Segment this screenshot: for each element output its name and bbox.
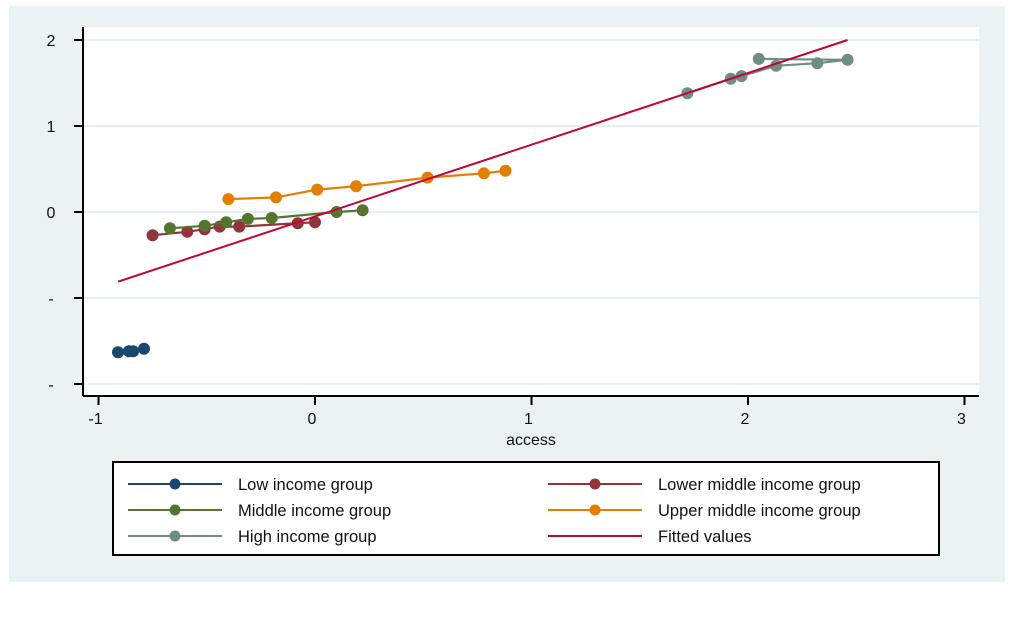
legend-label: Fitted values [658, 528, 752, 546]
series-fitted-values [117, 39, 848, 283]
gridlines [84, 39, 979, 385]
legend-item-high-income-group: High income group [128, 528, 377, 546]
data-point [477, 167, 490, 180]
data-point [350, 180, 363, 193]
legend-item-middle-income-group: Middle income group [128, 502, 391, 520]
data-point [311, 183, 324, 196]
data-point [499, 164, 512, 177]
legend-marker-swatch [589, 504, 601, 516]
x-axis-title: access [506, 432, 556, 449]
legend-label: Upper middle income group [658, 502, 861, 520]
legend-item-lower-middle-income-group: Lower middle income group [548, 476, 861, 494]
legend-label: Lower middle income group [658, 476, 861, 494]
data-point [220, 216, 233, 229]
x-tick-label: 3 [957, 411, 966, 428]
data-point [127, 345, 140, 358]
x-ticks: -1 0 1 2 3 [88, 397, 966, 428]
series-upper-middle-income-group [222, 164, 512, 206]
legend-label: Low income group [238, 476, 373, 494]
y-tick-label: - [48, 291, 53, 308]
series-line-fitted-values [117, 39, 848, 283]
data-point [181, 225, 194, 238]
data-point [241, 212, 254, 225]
data-point [163, 222, 176, 235]
data-point [146, 229, 159, 242]
y-tick-label: - [48, 377, 53, 394]
y-ticks: 2 1 0 - - [47, 33, 83, 394]
legend-box [112, 461, 940, 556]
y-tick-label: 2 [47, 33, 56, 50]
data-point [112, 346, 124, 359]
x-tick-label: 0 [308, 411, 317, 428]
y-tick-label: 1 [47, 119, 56, 136]
legend-label: High income group [238, 528, 377, 546]
y-tick-label: 0 [47, 205, 56, 222]
legend-marker-swatch [169, 504, 181, 516]
legend-item-low-income-group: Low income group [128, 476, 373, 494]
legend-label: Middle income group [238, 502, 391, 520]
data-point [233, 220, 246, 233]
legend-marker-swatch [169, 478, 181, 490]
data-point [356, 204, 369, 217]
series-layer [112, 39, 854, 359]
data-point [138, 342, 150, 355]
data-point [270, 191, 282, 204]
legend-marker-swatch [589, 478, 601, 490]
x-tick-label: -1 [88, 411, 102, 428]
data-point [841, 53, 854, 66]
data-point [265, 212, 278, 224]
series-low-income-group [112, 342, 150, 359]
data-point [811, 57, 824, 70]
data-point [309, 216, 321, 229]
x-tick-label: 1 [524, 411, 533, 428]
legend: Low income group Lower middle income grou… [112, 461, 940, 556]
data-point [222, 193, 235, 206]
legend-item-fitted-values: Fitted values [548, 528, 752, 546]
data-point [752, 52, 765, 65]
legend-item-upper-middle-income-group: Upper middle income group [548, 502, 861, 520]
data-point [198, 219, 211, 232]
series-middle-income-group [163, 204, 369, 235]
x-tick-label: 2 [741, 411, 750, 428]
legend-marker-swatch [169, 530, 181, 542]
